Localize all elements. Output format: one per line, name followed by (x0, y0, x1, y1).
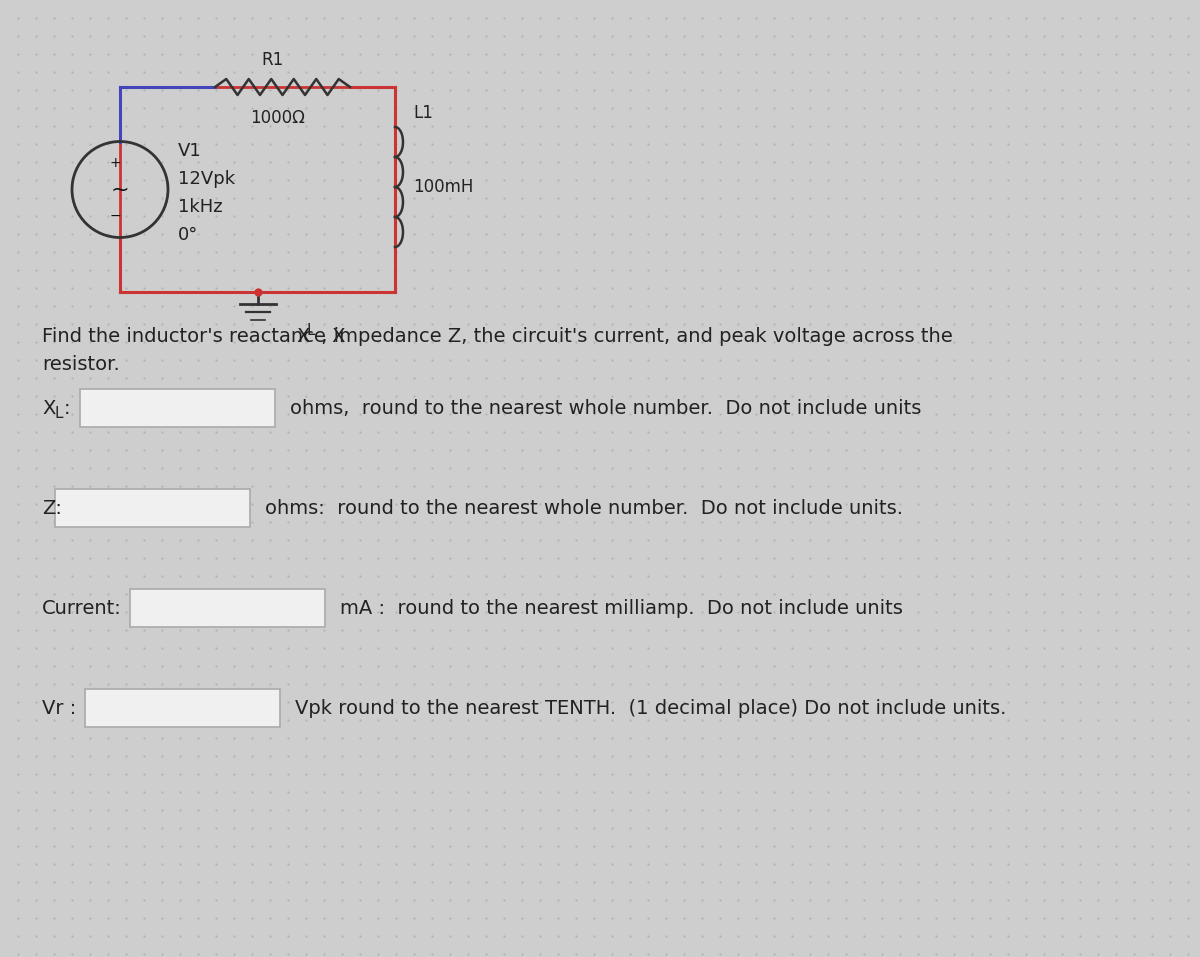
Text: Vpk round to the nearest TENTH.  (1 decimal place) Do not include units.: Vpk round to the nearest TENTH. (1 decim… (295, 699, 1007, 718)
Text: resistor.: resistor. (42, 355, 120, 374)
Text: Z:: Z: (42, 499, 62, 518)
Text: 12Vpk: 12Vpk (178, 170, 235, 189)
Text: X: X (42, 398, 55, 417)
Bar (85, 689, 280, 727)
Text: 1kHz: 1kHz (178, 198, 223, 216)
Text: X: X (296, 327, 310, 346)
Text: ~: ~ (110, 180, 130, 199)
Text: 1000Ω: 1000Ω (250, 109, 305, 127)
Text: ohms:  round to the nearest whole number.  Do not include units.: ohms: round to the nearest whole number.… (265, 499, 904, 518)
Bar (55, 489, 250, 527)
Text: Find the inductor's reactance X: Find the inductor's reactance X (42, 327, 346, 346)
Text: ohms,  round to the nearest whole number.  Do not include units: ohms, round to the nearest whole number.… (290, 398, 922, 417)
Text: +: + (109, 156, 121, 170)
Bar (130, 589, 325, 627)
Text: 0°: 0° (178, 227, 198, 244)
Bar (80, 389, 275, 427)
Text: R1: R1 (262, 51, 283, 69)
Text: :: : (64, 398, 71, 417)
Text: mA :  round to the nearest milliamp.  Do not include units: mA : round to the nearest milliamp. Do n… (340, 598, 902, 617)
Text: L1: L1 (413, 104, 433, 122)
Text: −: − (109, 209, 121, 223)
Text: L: L (54, 406, 62, 420)
Text: V1: V1 (178, 143, 202, 161)
Text: 100mH: 100mH (413, 178, 473, 196)
Text: Current:: Current: (42, 598, 121, 617)
Text: L: L (306, 323, 314, 338)
Bar (120, 87, 395, 292)
Text: Vr :: Vr : (42, 699, 77, 718)
Text: , impedance Z, the circuit's current, and peak voltage across the: , impedance Z, the circuit's current, an… (316, 327, 953, 346)
